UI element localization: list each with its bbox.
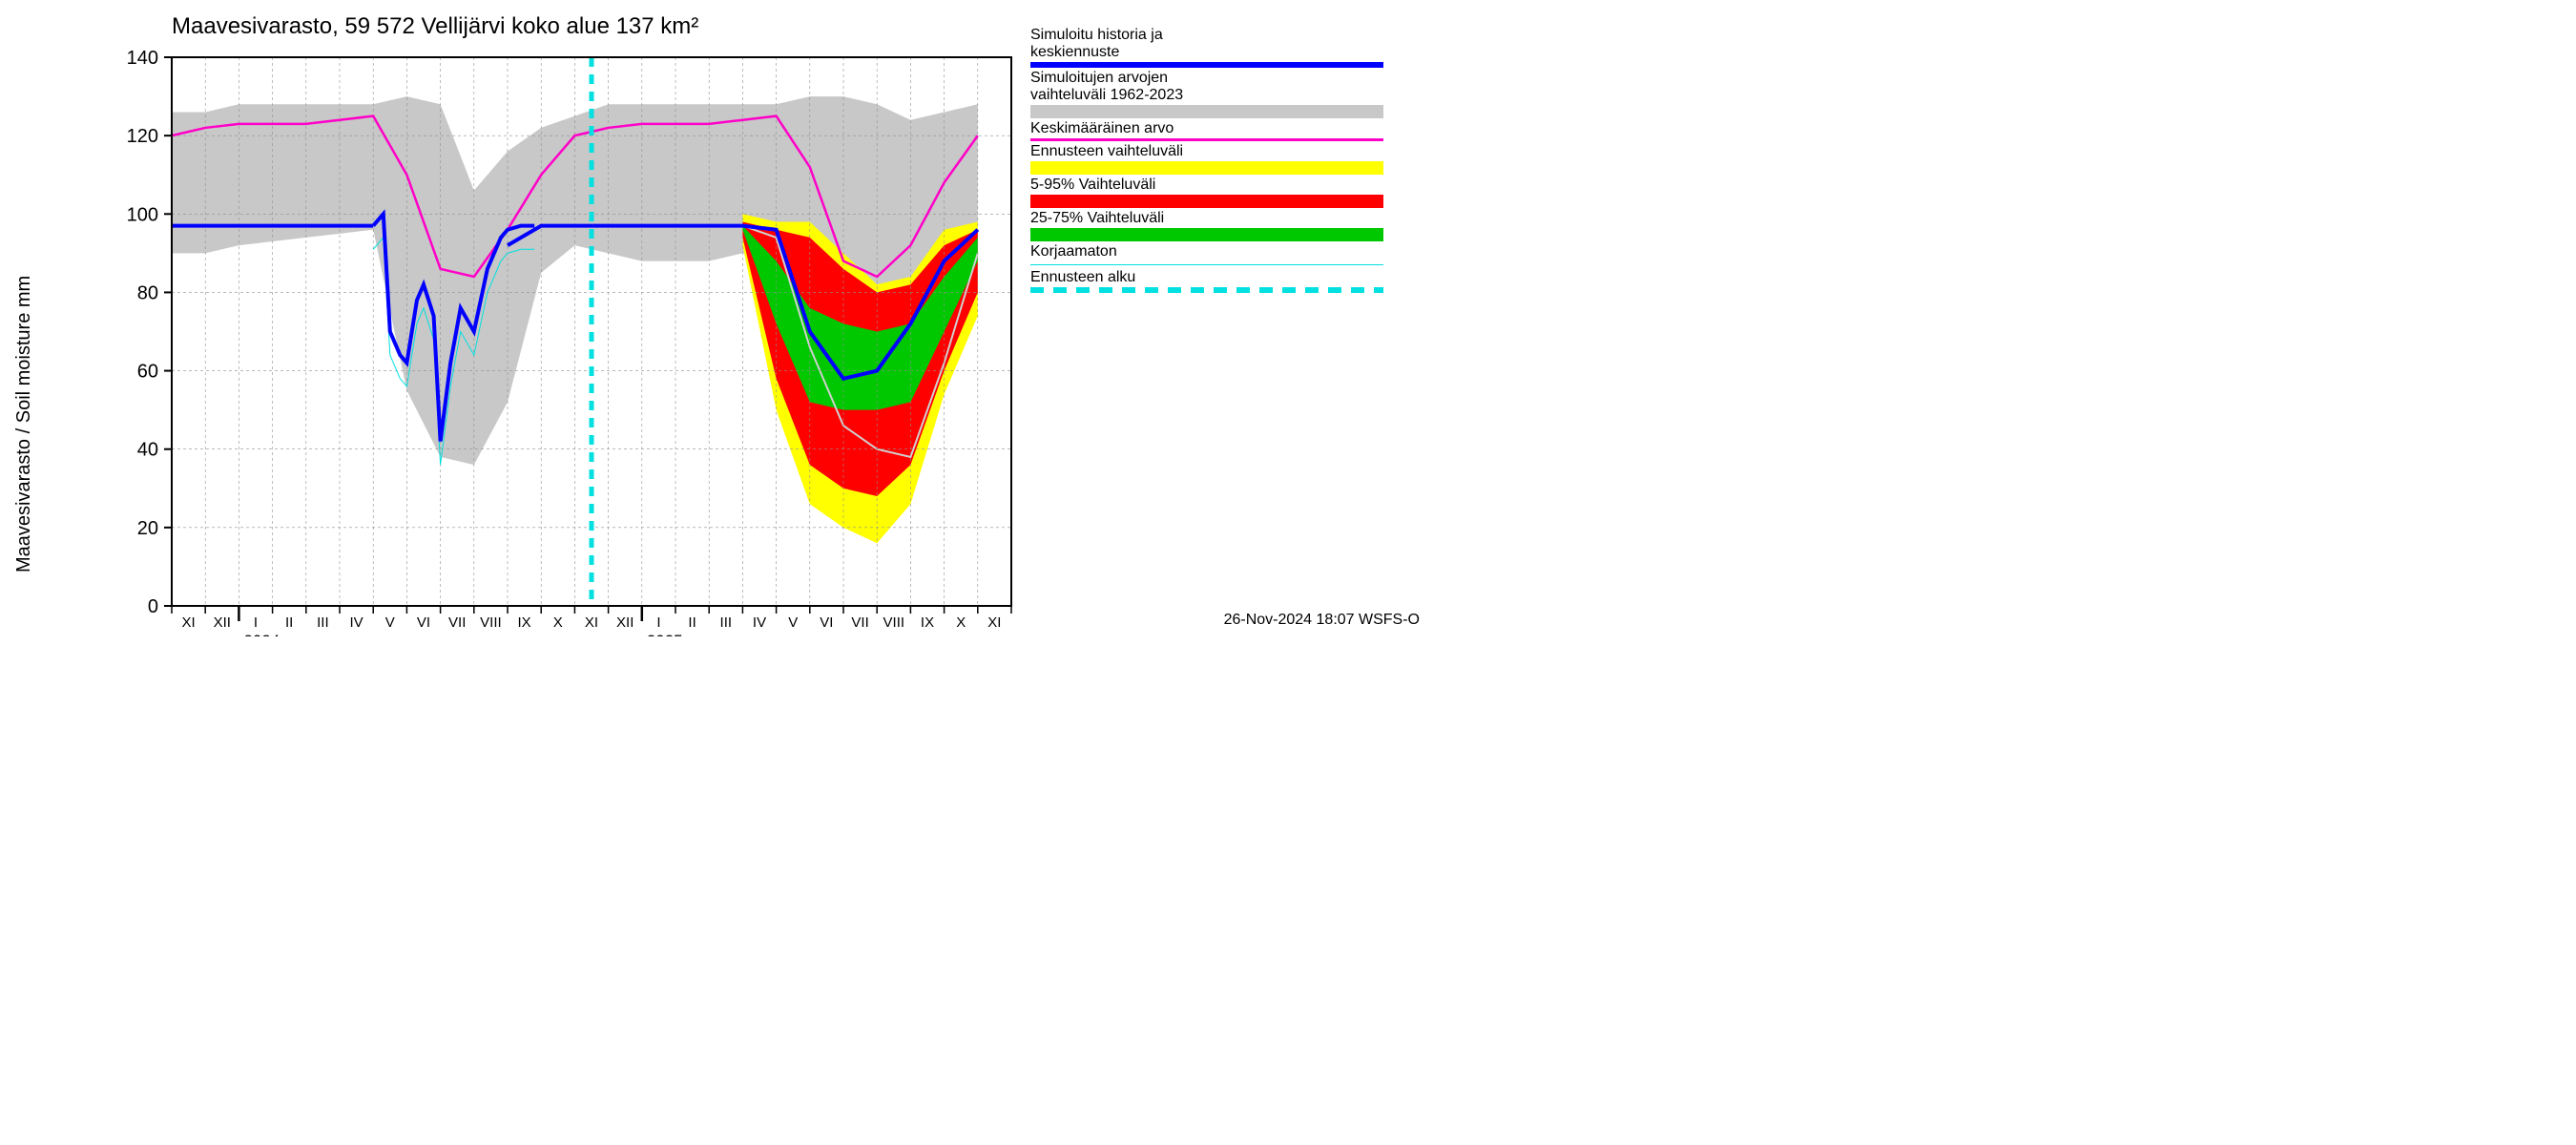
svg-text:VII: VII: [851, 614, 868, 631]
legend-label: Ennusteen alku: [1030, 269, 1412, 286]
svg-text:VII: VII: [448, 614, 466, 631]
svg-text:IV: IV: [350, 614, 364, 631]
svg-text:XI: XI: [182, 614, 196, 631]
timestamp: 26-Nov-2024 18:07 WSFS-O: [1224, 612, 1420, 629]
svg-text:III: III: [720, 614, 733, 631]
svg-text:IX: IX: [518, 614, 531, 631]
svg-text:X: X: [956, 614, 966, 631]
svg-text:I: I: [656, 614, 660, 631]
svg-text:II: II: [688, 614, 696, 631]
svg-text:80: 80: [137, 282, 158, 303]
chart-container: Maavesivarasto, 59 572 Vellijärvi koko a…: [0, 0, 1431, 636]
svg-text:140: 140: [127, 48, 158, 69]
legend-swatch: [1030, 195, 1383, 208]
legend-swatch: [1030, 264, 1383, 265]
svg-text:20: 20: [137, 518, 158, 539]
svg-text:XI: XI: [585, 614, 598, 631]
legend-item: Keskimääräinen arvo: [1030, 120, 1412, 141]
legend-label: Simuloitujen arvojen: [1030, 70, 1412, 87]
legend-swatch: [1030, 161, 1383, 175]
legend-swatch: [1030, 138, 1383, 141]
svg-text:XII: XII: [616, 614, 634, 631]
svg-text:II: II: [285, 614, 293, 631]
svg-text:V: V: [385, 614, 395, 631]
svg-text:120: 120: [127, 126, 158, 147]
svg-text:100: 100: [127, 204, 158, 225]
svg-text:VIII: VIII: [480, 614, 502, 631]
svg-text:2024: 2024: [243, 632, 280, 636]
svg-text:III: III: [317, 614, 329, 631]
svg-text:2025: 2025: [647, 632, 683, 636]
legend-item: 25-75% Vaihteluväli: [1030, 210, 1412, 241]
legend-swatch: [1030, 287, 1383, 293]
legend-label: Ennusteen vaihteluväli: [1030, 143, 1412, 160]
svg-text:40: 40: [137, 440, 158, 461]
svg-text:60: 60: [137, 362, 158, 383]
svg-text:0: 0: [148, 596, 158, 617]
legend-item: Ennusteen alku: [1030, 269, 1412, 293]
legend-item: Ennusteen vaihteluväli: [1030, 143, 1412, 175]
legend-swatch: [1030, 62, 1383, 68]
legend-label: Simuloitu historia ja: [1030, 27, 1412, 44]
svg-text:I: I: [254, 614, 258, 631]
svg-text:V: V: [788, 614, 798, 631]
legend-label: 5-95% Vaihteluväli: [1030, 177, 1412, 194]
svg-text:VI: VI: [820, 614, 833, 631]
legend-item: Simuloitu historia jakeskiennuste: [1030, 27, 1412, 68]
legend-item: Simuloitujen arvojenvaihteluväli 1962-20…: [1030, 70, 1412, 118]
legend-item: 5-95% Vaihteluväli: [1030, 177, 1412, 208]
legend-label: Keskimääräinen arvo: [1030, 120, 1412, 137]
svg-text:IV: IV: [753, 614, 766, 631]
svg-text:XII: XII: [214, 614, 231, 631]
legend-swatch: [1030, 228, 1383, 241]
svg-text:VIII: VIII: [883, 614, 905, 631]
legend-swatch: [1030, 105, 1383, 118]
svg-text:X: X: [553, 614, 563, 631]
legend-label: 25-75% Vaihteluväli: [1030, 210, 1412, 227]
svg-text:IX: IX: [921, 614, 934, 631]
legend-label: Korjaamaton: [1030, 243, 1412, 260]
legend-label: vaihteluväli 1962-2023: [1030, 87, 1412, 104]
legend: Simuloitu historia jakeskiennusteSimuloi…: [1030, 27, 1412, 295]
legend-label: keskiennuste: [1030, 44, 1412, 61]
legend-item: Korjaamaton: [1030, 243, 1412, 265]
svg-text:XI: XI: [987, 614, 1001, 631]
svg-text:VI: VI: [417, 614, 430, 631]
